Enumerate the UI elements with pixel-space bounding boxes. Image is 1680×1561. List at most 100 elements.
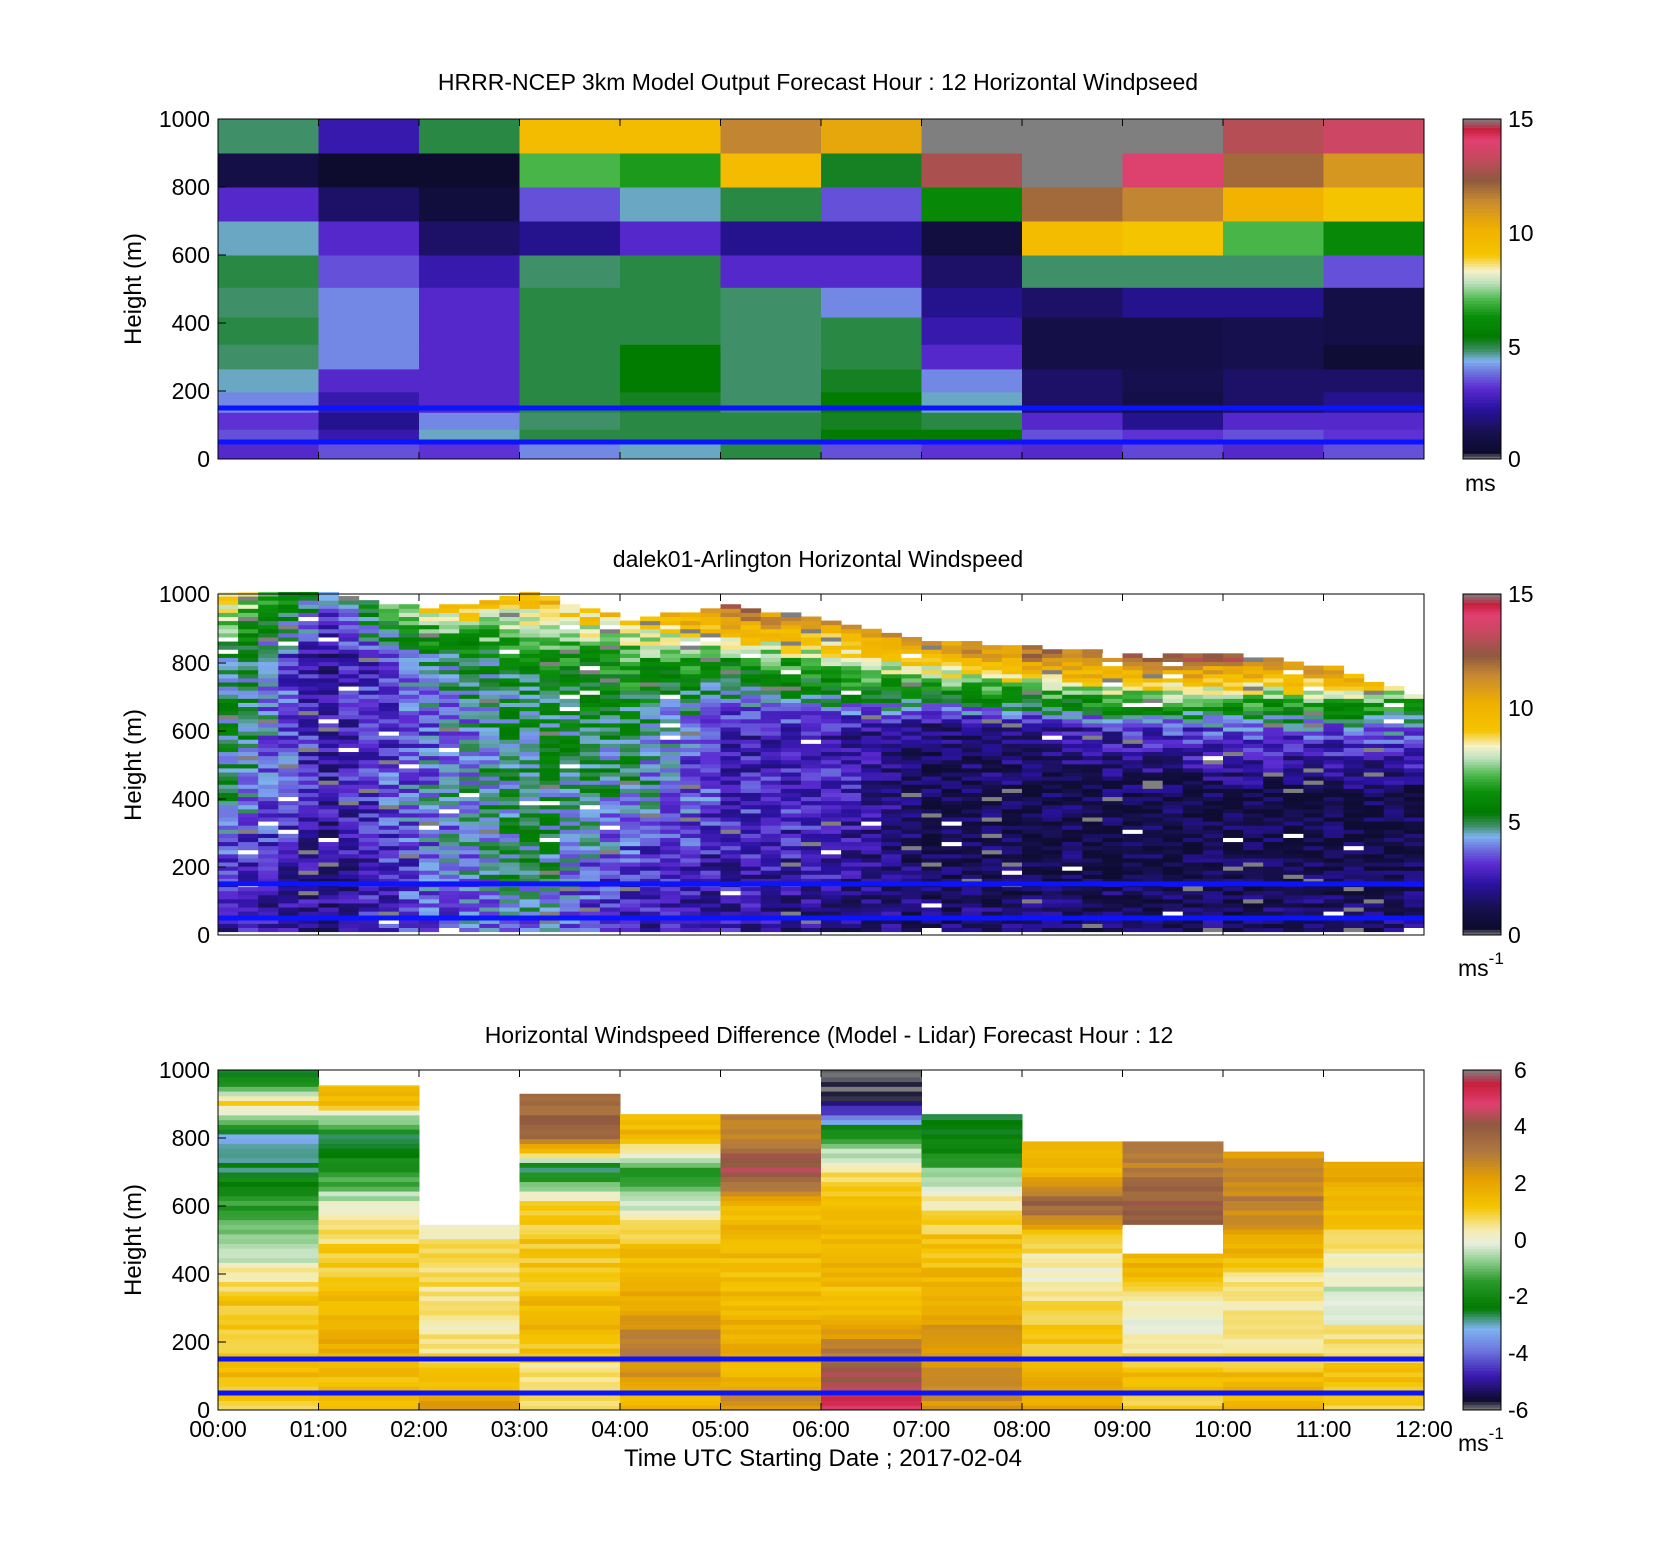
heatmap-cell	[539, 800, 561, 806]
heatmap-cell	[218, 767, 239, 773]
heatmap-cell	[1062, 845, 1083, 851]
colorbar-segment	[1463, 707, 1501, 712]
heatmap-cell	[1182, 690, 1204, 695]
heatmap-cell	[1102, 669, 1123, 675]
heatmap-cell	[338, 620, 360, 626]
heatmap-cell	[559, 857, 581, 863]
heatmap-cell	[459, 636, 480, 642]
heatmap-cell	[439, 853, 460, 859]
heatmap-cell	[1223, 776, 1244, 781]
heatmap-cell	[640, 788, 661, 793]
heatmap-cell	[539, 694, 561, 699]
heatmap-cell	[1202, 857, 1224, 863]
heatmap-cell	[559, 812, 581, 818]
heatmap-cell	[700, 628, 721, 634]
heatmap-cell	[599, 632, 621, 638]
heatmap-cell	[1001, 694, 1023, 699]
heatmap-cell	[439, 870, 460, 875]
heatmap-cell	[398, 706, 420, 712]
heatmap-cell	[298, 907, 319, 912]
heatmap-cell	[640, 751, 661, 757]
heatmap-cell	[1243, 911, 1264, 916]
heatmap-cell	[298, 669, 319, 675]
heatmap-cell	[700, 751, 721, 757]
heatmap-cell	[780, 788, 802, 793]
heatmap-cell	[1182, 878, 1204, 883]
heatmap-cell	[1142, 821, 1164, 826]
heatmap-cell	[740, 759, 762, 765]
heatmap-cell	[1102, 726, 1123, 732]
heatmap-cell	[539, 681, 561, 687]
heatmap-cell	[1202, 825, 1224, 830]
heatmap-cell	[800, 812, 822, 818]
heatmap-cell	[1363, 751, 1385, 757]
heatmap-cell	[760, 837, 782, 843]
heatmap-cell	[780, 686, 802, 691]
heatmap-cell	[499, 763, 520, 769]
heatmap-cell	[579, 612, 601, 618]
heatmap-cell	[660, 866, 681, 871]
heatmap-cell	[419, 221, 520, 256]
heatmap-cell	[941, 841, 963, 847]
heatmap-cell	[1062, 706, 1083, 712]
heatmap-cell	[1142, 874, 1164, 879]
heatmap-cell	[1383, 874, 1405, 879]
heatmap-cell	[941, 907, 963, 912]
heatmap-cell	[800, 837, 822, 843]
heatmap-cell	[780, 776, 802, 781]
heatmap-cell	[298, 698, 319, 703]
heatmap-cell	[519, 829, 541, 834]
heatmap-cell	[1001, 886, 1023, 892]
heatmap-cell	[841, 686, 862, 691]
heatmap-cell	[1102, 747, 1123, 753]
heatmap-cell	[539, 927, 561, 933]
heatmap-cell	[278, 657, 299, 663]
heatmap-cell	[298, 862, 319, 867]
heatmap-cell	[841, 743, 862, 748]
heatmap-cell	[1122, 255, 1224, 288]
heatmap-cell	[1102, 710, 1123, 716]
heatmap-cell	[1122, 902, 1144, 908]
colorbar-segment	[1463, 365, 1501, 369]
heatmap-cell	[1363, 759, 1385, 765]
heatmap-cell	[1182, 804, 1204, 810]
heatmap-cell	[378, 866, 400, 871]
heatmap-cell	[1142, 780, 1164, 785]
heatmap-cell	[1082, 808, 1103, 814]
heatmap-cell	[1343, 911, 1365, 916]
heatmap-cell	[579, 681, 601, 687]
heatmap-cell	[539, 645, 561, 650]
heatmap-cell	[479, 694, 500, 699]
colorbar-segment	[1463, 286, 1501, 290]
heatmap-cell	[680, 620, 701, 626]
heatmap-cell	[800, 767, 822, 773]
heatmap-cell	[921, 759, 943, 765]
heatmap-cell	[338, 731, 360, 736]
heatmap-cell	[238, 837, 259, 843]
heatmap-cell	[861, 665, 882, 671]
heatmap-cell	[1383, 710, 1405, 716]
heatmap-cell	[1022, 702, 1043, 708]
heatmap-cell	[921, 902, 943, 908]
heatmap-cell	[961, 821, 983, 826]
heatmap-cell	[318, 657, 340, 663]
heatmap-cell	[539, 710, 561, 716]
heatmap-cell	[238, 620, 259, 626]
heatmap-cell	[459, 616, 480, 622]
heatmap-cell	[640, 641, 661, 646]
heatmap-cell	[821, 829, 842, 834]
heatmap-cell	[1001, 796, 1023, 802]
heatmap-cell	[1062, 739, 1083, 744]
heatmap-cell	[1283, 763, 1304, 769]
heatmap-cell	[1363, 800, 1385, 806]
heatmap-cell	[459, 923, 480, 928]
heatmap-cell	[398, 853, 420, 859]
heatmap-cell	[519, 726, 541, 732]
heatmap-cell	[1223, 825, 1244, 830]
heatmap-cell	[1122, 829, 1144, 834]
heatmap-cell	[760, 755, 782, 761]
heatmap-cell	[941, 800, 963, 806]
heatmap-cell	[1383, 776, 1405, 781]
heatmap-cell	[1162, 812, 1184, 818]
heatmap-cell	[680, 759, 701, 765]
